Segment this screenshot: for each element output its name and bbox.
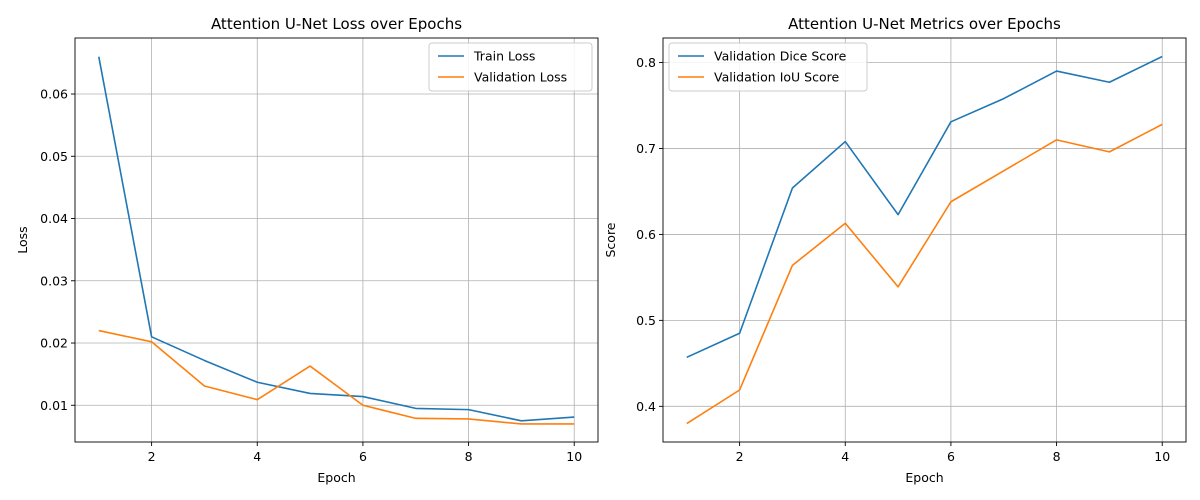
legend-label: Validation Dice Score: [714, 49, 847, 64]
x-tick-label: 8: [1053, 449, 1061, 464]
x-tick-label: 8: [465, 449, 473, 464]
x-axis-label: Epoch: [317, 470, 355, 485]
legend-label: Validation Loss: [474, 70, 567, 85]
y-tick-label: 0.8: [636, 55, 656, 70]
y-tick-label: 0.4: [636, 399, 656, 414]
legend-label: Validation IoU Score: [714, 70, 839, 85]
y-tick-label: 0.04: [40, 211, 68, 226]
x-tick-label: 10: [566, 449, 582, 464]
axes-frame: [74, 37, 599, 443]
x-tick-label: 2: [736, 449, 744, 464]
legend-box: [668, 42, 868, 92]
y-tick-label: 0.5: [636, 313, 656, 328]
axes-frame: [662, 37, 1187, 443]
y-tick-label: 0.03: [40, 273, 68, 288]
series-line-1: [97, 56, 575, 422]
y-tick-label: 0.7: [636, 141, 656, 156]
chart-title: Attention U-Net Loss over Epochs: [211, 15, 462, 33]
y-tick-label: 0.01: [40, 398, 68, 413]
y-tick-label: 0.6: [636, 227, 656, 242]
x-tick-label: 10: [1154, 449, 1170, 464]
x-tick-label: 4: [253, 449, 261, 464]
legend: Validation Dice Score Validation IoU Scor…: [668, 42, 868, 92]
legend-box: [428, 42, 593, 92]
y-axis-label: Loss: [15, 226, 30, 253]
x-tick-label: 6: [359, 449, 367, 464]
legend-label: Train Loss: [473, 49, 535, 64]
y-axis-label: Score: [603, 222, 618, 257]
x-axis-label: Epoch: [905, 470, 943, 485]
y-tick-label: 0.05: [40, 149, 68, 164]
series-line-1: [686, 55, 1163, 359]
y-tick-label: 0.06: [40, 87, 68, 102]
x-tick-label: 2: [148, 449, 156, 464]
series-line-2: [98, 329, 575, 425]
series-line-2: [686, 123, 1163, 425]
y-tick-label: 0.02: [40, 336, 68, 351]
chart-title: Attention U-Net Metrics over Epochs: [788, 15, 1061, 33]
x-tick-label: 4: [841, 449, 849, 464]
loss-chart: 2 4 6 8 10 0.01 0.02 0.03 0.04 0.05 0.06 Attention …: [15, 15, 599, 485]
metrics-chart: 2 4 6 8 10 0.4 0.5 0.6 0.7 0.8 Attention U-Net Met…: [603, 15, 1187, 485]
legend: Train Loss Validation Loss: [428, 42, 593, 92]
x-tick-label: 6: [947, 449, 955, 464]
